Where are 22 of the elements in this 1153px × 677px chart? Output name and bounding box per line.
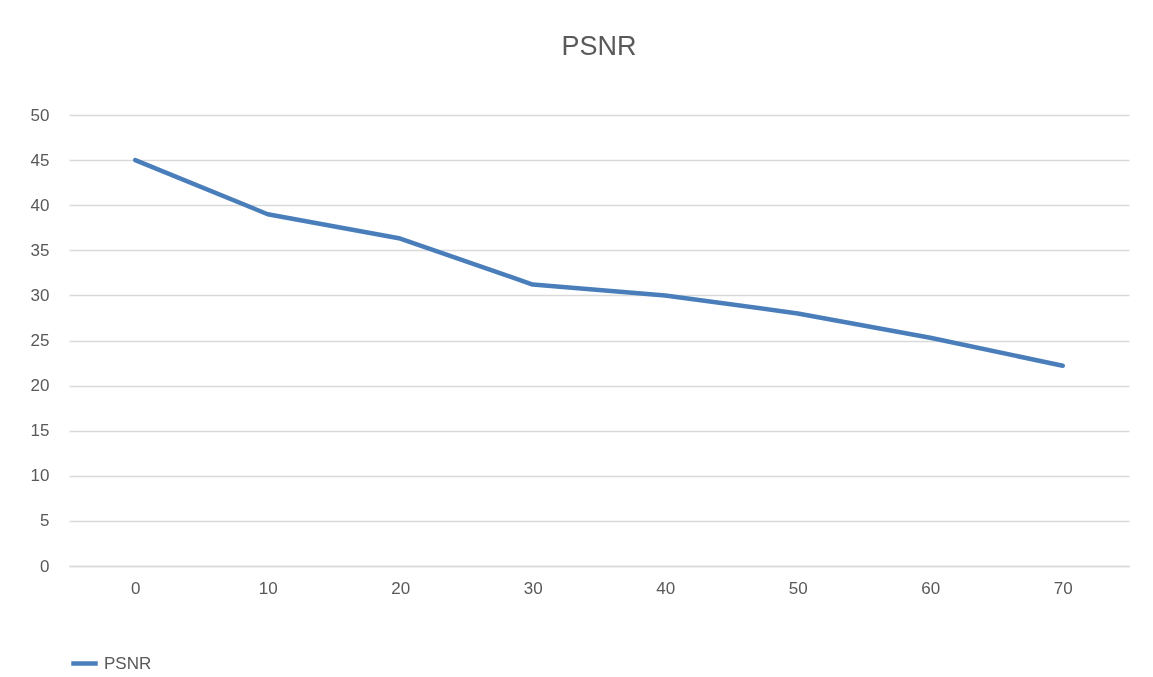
y-tick-label: 10 (30, 466, 50, 486)
y-tick-label: 20 (30, 376, 50, 396)
y-tick-label: 45 (30, 150, 50, 170)
y-tick-label: 40 (30, 195, 50, 215)
legend-label: PSNR (104, 653, 152, 673)
x-tick-label: 70 (1053, 578, 1073, 598)
y-tick-label: 0 (40, 556, 50, 576)
x-tick-label: 60 (921, 578, 941, 598)
y-tick-label: 5 (40, 511, 50, 531)
y-tick-label: 50 (30, 105, 50, 125)
y-tick-label: 30 (30, 285, 50, 305)
y-tick-label: 25 (30, 331, 50, 350)
x-tick-label: 20 (391, 578, 411, 598)
y-tick-label: 35 (30, 240, 50, 260)
x-tick-label: 0 (131, 578, 141, 598)
line-series (133, 157, 1065, 369)
x-tick-label: 50 (788, 578, 808, 598)
chart-title: PSNR (561, 31, 637, 61)
x-tick-label: 30 (523, 578, 543, 598)
y-tick-label: 15 (30, 421, 50, 441)
x-tick-label: 40 (656, 578, 676, 598)
x-tick-label: 10 (258, 578, 278, 598)
